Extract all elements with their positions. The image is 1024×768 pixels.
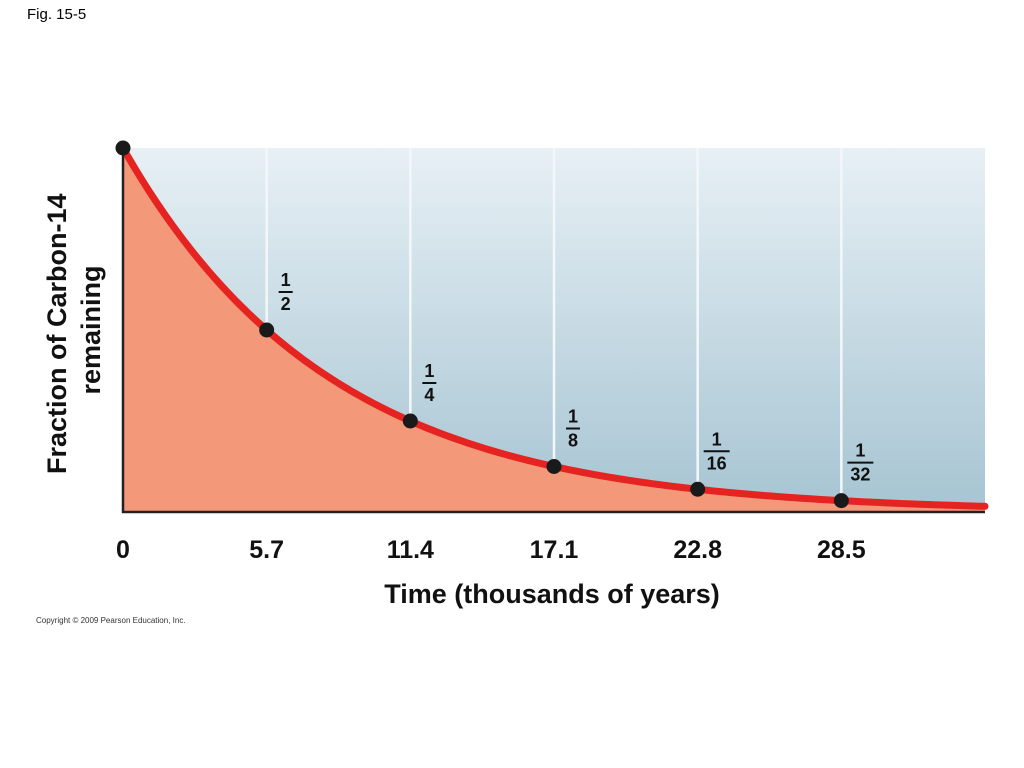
y-axis-title-line-2: remaining [76, 265, 106, 394]
fraction-label-2: 14 [422, 361, 437, 405]
data-points [115, 140, 849, 509]
fraction-numerator: 1 [855, 441, 865, 461]
fraction-denominator: 2 [281, 294, 291, 314]
area-under-curve [123, 148, 985, 512]
x-axis-title: Time (thousands of years) [384, 579, 720, 609]
fraction-numerator: 1 [712, 429, 722, 449]
copyright-notice: Copyright © 2009 Pearson Education, Inc. [36, 616, 186, 625]
fraction-denominator: 4 [424, 385, 434, 405]
fraction-numerator: 1 [281, 270, 291, 290]
data-point-2 [402, 413, 418, 429]
fraction-denominator: 16 [707, 453, 727, 473]
x-tick-label-5: 28.5 [817, 536, 866, 564]
fraction-label-4: 116 [703, 429, 730, 473]
y-axis-title: Fraction of Carbon-14 remaining [42, 186, 106, 474]
fraction-numerator: 1 [568, 407, 578, 427]
fraction-denominator: 8 [568, 431, 578, 451]
x-tick-label-0: 0 [116, 536, 130, 564]
fraction-label-1: 12 [278, 270, 293, 314]
data-point-4 [690, 481, 706, 497]
x-tick-label-4: 22.8 [673, 536, 722, 564]
fraction-numerator: 1 [424, 361, 434, 381]
data-point-3 [546, 459, 562, 474]
x-tick-labels: 0 5.7 11.4 17.1 22.8 28.5 [116, 536, 866, 564]
x-tick-label-1: 5.7 [249, 536, 284, 564]
data-point-1 [259, 322, 275, 338]
y-axis-title-line-1: Fraction of Carbon-14 [42, 193, 72, 474]
fraction-denominator: 32 [850, 465, 870, 485]
x-tick-label-2: 11.4 [387, 536, 434, 564]
x-tick-label-3: 17.1 [530, 536, 579, 564]
fraction-label-5: 132 [847, 441, 874, 485]
data-point-0 [115, 140, 131, 156]
data-point-5 [833, 493, 849, 509]
fraction-label-3: 18 [566, 407, 580, 451]
figure-label: Fig. 15-5 [27, 6, 87, 23]
